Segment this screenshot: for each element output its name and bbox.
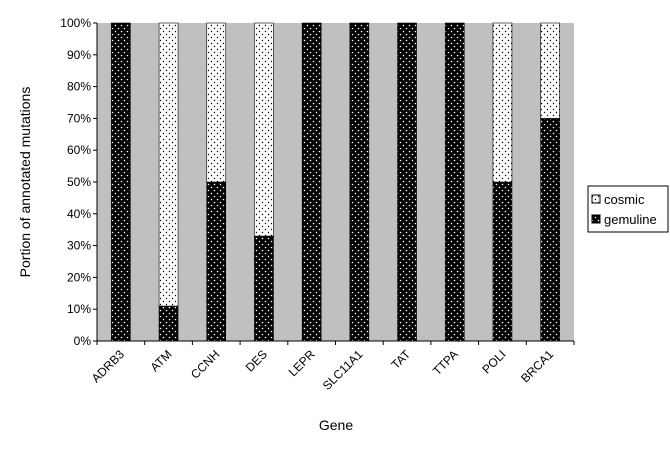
bar-cosmic-atm: [158, 22, 179, 307]
bar-gemuline-tat: [397, 22, 417, 342]
legend-swatch-cosmic: [591, 194, 601, 204]
x-tick-label-slc11a1: SLC11A1: [320, 347, 366, 393]
y-tick-label: 90%: [67, 48, 91, 62]
x-axis-title: Gene: [319, 417, 353, 433]
x-tick-label-lepr: LEPR: [286, 347, 318, 379]
legend-label-cosmic: cosmic: [604, 192, 645, 207]
bar-gemuline-brca1: [540, 118, 560, 342]
y-tick-label: 30%: [67, 239, 91, 253]
bar-cosmic-ccnh: [206, 22, 227, 183]
y-tick-label: 20%: [67, 270, 91, 284]
y-axis-title: Portion of annotated mutations: [17, 87, 33, 278]
bar-gemuline-ttpa: [444, 22, 465, 342]
bar-cosmic-des: [254, 22, 274, 237]
bar-gemuline-atm: [158, 305, 179, 342]
x-tick-label-adrb3: ADRB3: [89, 347, 127, 385]
bar-gemuline-ccnh: [206, 181, 227, 342]
y-tick-label: 0%: [74, 334, 92, 348]
legend-swatch-gemuline: [591, 214, 601, 224]
y-tick-label: 80%: [67, 80, 91, 94]
bar-gemuline-poli: [492, 181, 513, 342]
y-tick-label: 100%: [60, 16, 91, 30]
legend-label-gemuline: gemuline: [604, 212, 657, 227]
x-tick-label-ccnh: CCNH: [188, 347, 222, 381]
y-axis-ticks: 0% 10% 20% 30% 40% 50% 60% 70% 80% 90% 100%: [60, 16, 97, 348]
x-tick-label-brca1: BRCA1: [518, 347, 556, 385]
bar-gemuline-des: [254, 235, 274, 342]
x-tick-label-des: DES: [243, 347, 270, 374]
legend: cosmic gemuline: [587, 185, 669, 233]
bar-gemuline-lepr: [301, 22, 322, 342]
bar-gemuline-slc11a1: [349, 22, 370, 342]
x-tick-label-tat: TAT: [388, 347, 413, 372]
y-tick-label: 60%: [67, 143, 91, 157]
y-tick-label: 10%: [67, 302, 91, 316]
bar-gemuline-adrb3: [111, 22, 131, 342]
bars-group: [111, 22, 560, 342]
y-tick-label: 40%: [67, 207, 91, 221]
y-tick-label: 70%: [67, 111, 91, 125]
legend-box: [587, 185, 669, 233]
x-tick-label-poli: POLI: [479, 347, 508, 376]
x-tick-label-ttpa: TTPA: [430, 347, 461, 378]
x-tick-label-atm: ATM: [147, 347, 174, 374]
y-tick-label: 50%: [67, 175, 91, 189]
bar-cosmic-brca1: [540, 22, 560, 119]
bar-cosmic-poli: [492, 22, 513, 183]
x-axis-ticks: ADRB3 ATM CCNH DES LEPR SLC11A1 TAT TTPA POLI BRC…: [89, 341, 575, 393]
